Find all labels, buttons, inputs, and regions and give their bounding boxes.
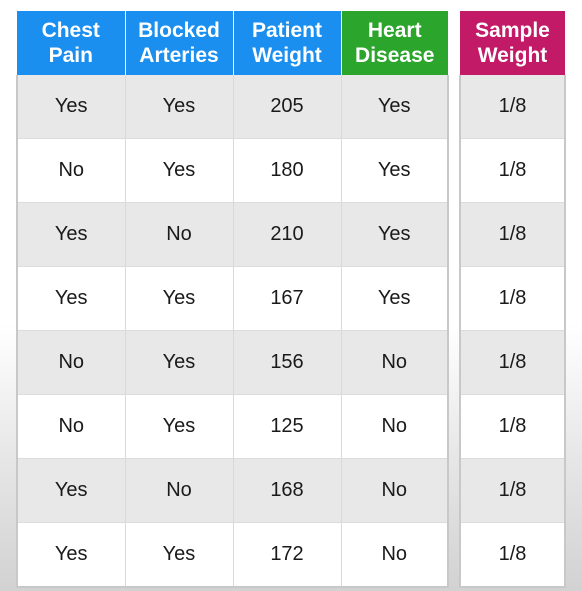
cell-blocked-arteries: Yes [125, 394, 234, 459]
cell-sample-weight: 1/8 [459, 458, 566, 523]
header-row: Sample Weight [460, 11, 565, 75]
cell-chest-pain: Yes [16, 458, 126, 523]
cell-blocked-arteries: Yes [125, 330, 234, 395]
cell-patient-weight: 167 [233, 266, 342, 331]
cell-patient-weight: 168 [233, 458, 342, 523]
table-row: Yes Yes 172 No [16, 522, 449, 588]
cell-sample-weight: 1/8 [459, 202, 566, 267]
header-chest-pain-line1: Chest [41, 19, 100, 42]
header-blocked-arteries-line1: Blocked [138, 19, 220, 42]
table-row: Yes Yes 205 Yes [16, 75, 449, 139]
cell-patient-weight: 125 [233, 394, 342, 459]
table-row: 1/8 [459, 138, 566, 203]
cell-blocked-arteries: Yes [125, 138, 234, 203]
table-row: Yes Yes 167 Yes [16, 266, 449, 331]
table-row: Yes No 210 Yes [16, 202, 449, 267]
cell-heart-disease: Yes [341, 202, 449, 267]
table-row: No Yes 156 No [16, 330, 449, 395]
table-row: No Yes 180 Yes [16, 138, 449, 203]
header-chest-pain: Chest Pain [17, 11, 126, 75]
cell-patient-weight: 180 [233, 138, 342, 203]
header-chest-pain-line2: Pain [48, 44, 93, 67]
header-row: Chest Pain Blocked Arteries Patient Weig… [17, 11, 448, 75]
cell-patient-weight: 156 [233, 330, 342, 395]
cell-patient-weight: 205 [233, 75, 342, 139]
cell-chest-pain: Yes [16, 522, 126, 588]
cell-chest-pain: Yes [16, 202, 126, 267]
header-blocked-arteries-line2: Arteries [139, 44, 219, 67]
table-row: 1/8 [459, 394, 566, 459]
cell-chest-pain: Yes [16, 75, 126, 139]
cell-heart-disease: No [341, 458, 449, 523]
cell-chest-pain: No [16, 138, 126, 203]
cell-sample-weight: 1/8 [459, 330, 566, 395]
cell-chest-pain: No [16, 330, 126, 395]
cell-chest-pain: No [16, 394, 126, 459]
header-sample-weight-line1: Sample [475, 19, 550, 42]
cell-patient-weight: 210 [233, 202, 342, 267]
header-heart-disease: Heart Disease [341, 11, 448, 75]
cell-heart-disease: No [341, 394, 449, 459]
table-row: 1/8 [459, 458, 566, 523]
cell-sample-weight: 1/8 [459, 266, 566, 331]
cell-heart-disease: Yes [341, 75, 449, 139]
cell-patient-weight: 172 [233, 522, 342, 588]
header-heart-disease-line1: Heart [367, 19, 422, 42]
cell-heart-disease: No [341, 522, 449, 588]
table-row: 1/8 [459, 75, 566, 139]
table-row: No Yes 125 No [16, 394, 449, 459]
header-sample-weight: Sample Weight [460, 11, 565, 75]
sample-weight-table: Sample Weight 1/8 1/8 1/8 1/8 1/8 1/8 1/… [459, 11, 566, 588]
table-row: Yes No 168 No [16, 458, 449, 523]
cell-heart-disease: No [341, 330, 449, 395]
header-sample-weight-line2: Weight [477, 44, 548, 67]
cell-sample-weight: 1/8 [459, 138, 566, 203]
cell-blocked-arteries: No [125, 458, 234, 523]
cell-sample-weight: 1/8 [459, 522, 566, 588]
cell-chest-pain: Yes [16, 266, 126, 331]
cell-blocked-arteries: No [125, 202, 234, 267]
header-patient-weight-line2: Weight [252, 44, 322, 67]
header-patient-weight: Patient Weight [233, 11, 342, 75]
table-row: 1/8 [459, 330, 566, 395]
table-row: 1/8 [459, 522, 566, 588]
header-patient-weight-line1: Patient [251, 19, 322, 42]
header-blocked-arteries: Blocked Arteries [125, 11, 234, 75]
dataset-table: Chest Pain Blocked Arteries Patient Weig… [16, 11, 449, 588]
table-row: 1/8 [459, 202, 566, 267]
cell-blocked-arteries: Yes [125, 522, 234, 588]
cell-blocked-arteries: Yes [125, 75, 234, 139]
table-row: 1/8 [459, 266, 566, 331]
cell-blocked-arteries: Yes [125, 266, 234, 331]
cell-heart-disease: Yes [341, 266, 449, 331]
cell-sample-weight: 1/8 [459, 394, 566, 459]
header-heart-disease-line2: Disease [355, 44, 435, 67]
cell-sample-weight: 1/8 [459, 75, 566, 139]
cell-heart-disease: Yes [341, 138, 449, 203]
